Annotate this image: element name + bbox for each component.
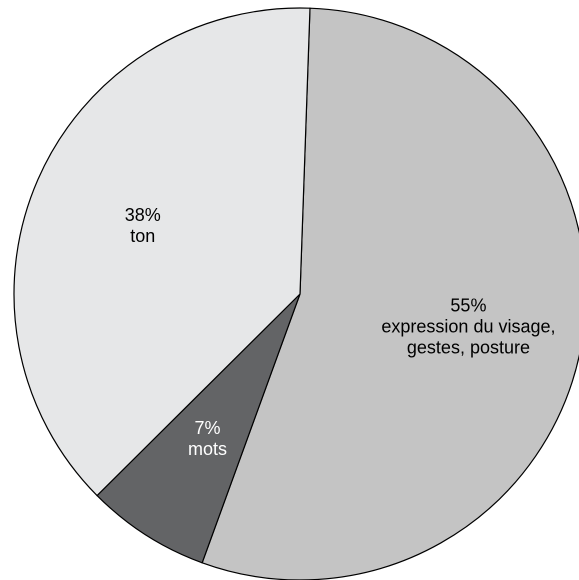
- slice-label: 7% mots: [188, 418, 227, 459]
- slice-label-text: mots: [188, 439, 227, 459]
- slice-percent-text: 38%: [125, 205, 161, 225]
- pie-slice: [96, 293, 301, 564]
- slice-label-text: gestes, posture: [407, 338, 530, 358]
- pie-labels: 55% expression du visage, gestes, posture 7…: [125, 205, 556, 459]
- slice-label: 38% ton: [125, 205, 161, 246]
- slice-percent-text: 7%: [195, 418, 221, 438]
- slice-label: 55% expression du visage, gestes, posture: [381, 296, 555, 358]
- slice-label-text: ton: [130, 226, 155, 246]
- pie-slice: [201, 7, 579, 580]
- pie-slice: [13, 7, 311, 497]
- slice-label-text: expression du visage,: [381, 317, 555, 337]
- pie-slices: [13, 7, 579, 580]
- slice-percent-text: 55%: [450, 296, 486, 316]
